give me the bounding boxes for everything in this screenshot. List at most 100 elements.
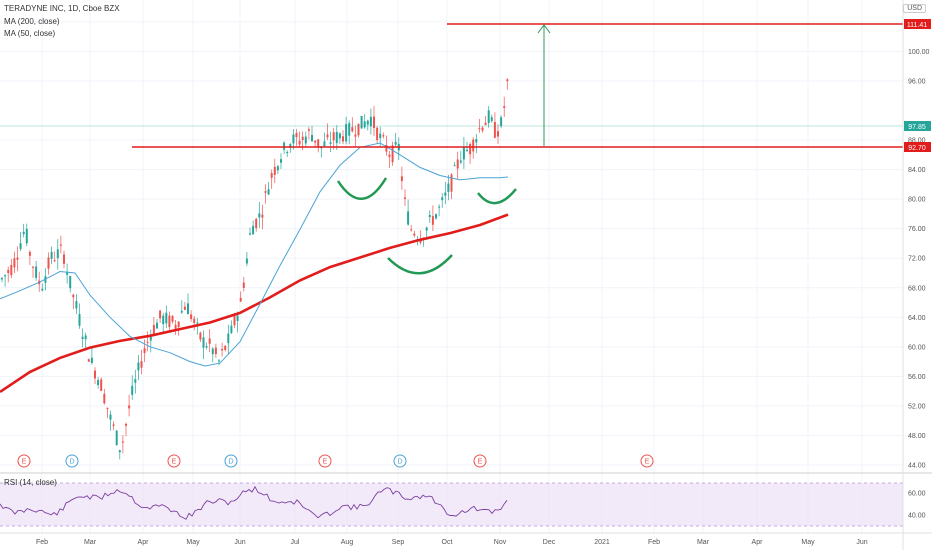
price-tick-label: 84.00 [908, 167, 926, 174]
candle [261, 204, 264, 230]
candle [404, 189, 406, 207]
candle [109, 410, 112, 431]
candle [162, 312, 165, 333]
candle [1, 276, 3, 283]
candle [351, 117, 354, 133]
event-marker-label: E [323, 459, 328, 466]
candle [475, 133, 478, 154]
time-tick-label: Sep [392, 539, 405, 546]
candle [75, 294, 78, 315]
candle [4, 274, 7, 287]
dividend-marker[interactable]: D [224, 454, 238, 468]
price-tick-label: 52.00 [908, 403, 926, 410]
price-tick-label: 96.00 [908, 78, 926, 85]
symbol-title[interactable]: TERADYNE INC, 1D, Cboe BZX [4, 4, 120, 13]
candle [369, 108, 372, 135]
candle [335, 125, 338, 151]
indicator-ma200-label[interactable]: MA (200, close) [4, 17, 60, 26]
candle [363, 114, 366, 129]
candle [183, 302, 186, 311]
candle [456, 151, 459, 180]
rsi-tick-label: 60.00 [908, 491, 926, 498]
time-tick-label: May [186, 539, 200, 546]
candle [149, 329, 152, 353]
candle [115, 429, 118, 446]
target-arrowhead-icon [537, 24, 551, 34]
time-tick-label: May [801, 539, 815, 546]
chart-grid [0, 0, 903, 533]
candle [230, 320, 233, 334]
dividend-marker[interactable]: D [393, 454, 407, 468]
candle [239, 291, 242, 303]
candle [276, 164, 279, 175]
price-label-target: 111.41 [907, 22, 927, 29]
time-tick-label: Feb [36, 539, 48, 546]
indicator-ma50-label[interactable]: MA (50, close) [4, 29, 56, 38]
candle [428, 210, 431, 223]
time-tick-label: Apr [138, 539, 150, 546]
candle [152, 316, 155, 336]
candle [249, 227, 251, 236]
candle [385, 135, 388, 156]
candle [444, 181, 447, 205]
candle [112, 421, 115, 431]
candle [447, 174, 450, 201]
candle [323, 132, 326, 148]
candle [506, 78, 509, 90]
event-marker-label: E [645, 459, 650, 466]
event-marker-label: E [172, 459, 177, 466]
time-tick-label: Oct [442, 539, 453, 546]
time-axis: Feb Mar Apr May Jun Jul Aug Sep Oct Nov Dec 2021 Feb… [36, 539, 868, 546]
candle [97, 377, 100, 389]
currency-badge[interactable]: USD [903, 4, 926, 13]
candle [431, 205, 434, 232]
candle [22, 223, 25, 238]
candle [267, 181, 270, 196]
candle [258, 202, 261, 228]
candle [224, 344, 227, 352]
candle [289, 142, 292, 153]
rsi-tick-label: 40.00 [908, 513, 926, 520]
candle [72, 293, 75, 310]
candle [87, 358, 90, 362]
cup-right-shoulder [477, 188, 517, 205]
candle [16, 246, 19, 272]
candle [103, 388, 106, 405]
candle [168, 311, 171, 333]
price-label-resistance: 92.70 [908, 145, 926, 152]
candle [10, 259, 13, 278]
price-tick-label: 88.00 [908, 138, 926, 145]
price-tick-label: 76.00 [908, 226, 926, 233]
candle [304, 131, 307, 147]
candle [131, 375, 134, 400]
earnings-marker[interactable]: E [640, 454, 654, 468]
candle [453, 162, 456, 167]
price-tick-label: 60.00 [908, 344, 926, 351]
time-tick-label: Aug [341, 539, 354, 546]
candle [329, 131, 332, 153]
candle [435, 213, 437, 220]
candle [425, 226, 428, 238]
dividend-marker[interactable]: D [65, 454, 79, 468]
earnings-marker[interactable]: E [473, 454, 487, 468]
candle [137, 355, 140, 381]
earnings-marker[interactable]: E [17, 454, 31, 468]
candle [332, 127, 335, 150]
earnings-marker[interactable]: E [318, 454, 332, 468]
candle [140, 349, 143, 375]
time-tick-label: Apr [752, 539, 764, 546]
indicator-rsi-label[interactable]: RSI (14, close) [4, 478, 57, 487]
candle [345, 116, 348, 145]
price-tick-label: 80.00 [908, 197, 926, 204]
time-tick-label: Mar [697, 539, 710, 546]
candle [193, 315, 196, 331]
candle [66, 263, 69, 284]
earnings-marker[interactable]: E [167, 454, 181, 468]
candle [320, 146, 323, 158]
candle [227, 324, 230, 355]
event-marker-label: D [69, 459, 74, 466]
candle [59, 235, 62, 254]
candle [503, 96, 506, 117]
